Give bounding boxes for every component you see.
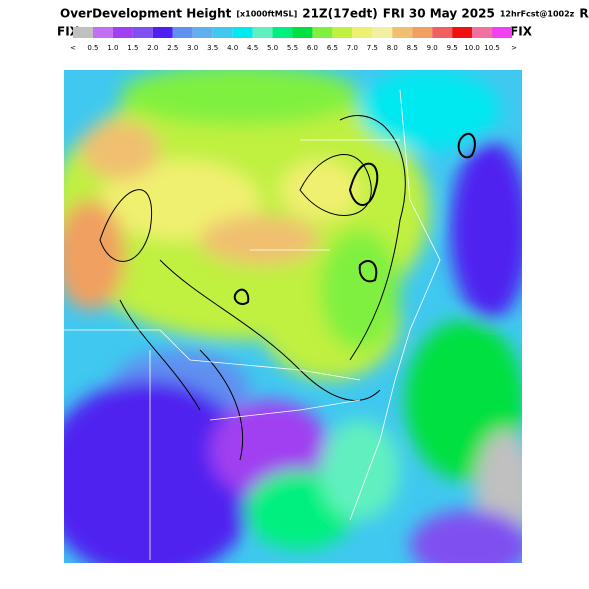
map [64, 70, 522, 563]
color-swatch [372, 27, 393, 38]
fix-right[interactable]: FIX [510, 25, 533, 39]
colorbar-label: 8.5 [407, 44, 418, 52]
colorbar-label: 4.0 [227, 44, 238, 52]
colorbar-label: 2.0 [147, 44, 158, 52]
color-swatch [452, 27, 473, 38]
colorbar-label: 3.0 [187, 44, 198, 52]
color-swatch [492, 27, 512, 38]
color-swatch [232, 27, 253, 38]
colorbar-label: 3.5 [207, 44, 218, 52]
color-swatch [172, 27, 193, 38]
color-swatch [392, 27, 413, 38]
color-swatch [212, 27, 233, 38]
colorbar-label: 7.5 [367, 44, 378, 52]
title-part: FRI 30 May 2025 [383, 7, 495, 21]
title-part: RAP [579, 7, 589, 21]
color-swatch [292, 27, 313, 38]
colorbar-label: 6.0 [307, 44, 318, 52]
color-swatch [112, 27, 133, 38]
colorbar-label: 5.5 [287, 44, 298, 52]
colorbar-label: 10.0 [464, 44, 480, 52]
colorbar-label: 9.5 [447, 44, 458, 52]
color-swatch [92, 27, 113, 38]
colorbar-label: 2.5 [167, 44, 178, 52]
title-part: 21Z(17edt) [302, 7, 378, 21]
scroll-left[interactable]: < [70, 44, 76, 52]
color-swatch [432, 27, 453, 38]
title-part: 12hrFcst@1002z [500, 10, 575, 19]
color-swatch [132, 27, 153, 38]
title: OverDevelopment Height [x1000ftMSL] 21Z(17… [60, 7, 589, 21]
color-swatch [412, 27, 433, 38]
colorbar-label: 5.0 [267, 44, 278, 52]
title-part: OverDevelopment Height [60, 7, 232, 21]
color-swatch [312, 27, 333, 38]
colorbar-label: 7.0 [347, 44, 358, 52]
color-swatch [272, 27, 293, 38]
color-swatch [252, 27, 273, 38]
title-part: [x1000ftMSL] [236, 10, 297, 19]
color-swatch [73, 27, 93, 38]
color-swatch [152, 27, 173, 38]
colorbar-label: 8.0 [387, 44, 398, 52]
color-swatch [332, 27, 353, 38]
colorbar-label: 9.0 [427, 44, 438, 52]
colorbar-label: 4.5 [247, 44, 258, 52]
colorbar-label: 10.5 [484, 44, 500, 52]
colorbar-label: 6.5 [327, 44, 338, 52]
scroll-right[interactable]: > [511, 44, 517, 52]
colorbar: 0.5 1.0 1.5 2.0 2.5 3.0 3.5 4.0 4.5 5.0 5.5 6.0 6.5 7… [73, 27, 512, 52]
colorbar-label: 0.5 [87, 44, 98, 52]
colorbar-label: 1.5 [127, 44, 138, 52]
color-swatch [192, 27, 213, 38]
color-swatch [472, 27, 493, 38]
color-swatch [352, 27, 373, 38]
colorbar-label: 1.0 [107, 44, 118, 52]
